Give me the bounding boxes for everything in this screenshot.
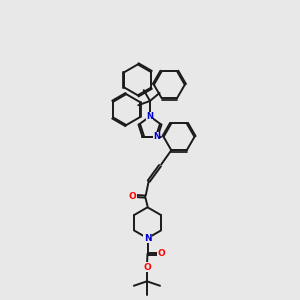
Text: O: O xyxy=(143,262,151,272)
Text: O: O xyxy=(158,249,165,258)
Text: N: N xyxy=(146,112,154,121)
Text: N: N xyxy=(144,234,151,243)
Text: N: N xyxy=(153,132,160,141)
Text: O: O xyxy=(129,191,136,200)
